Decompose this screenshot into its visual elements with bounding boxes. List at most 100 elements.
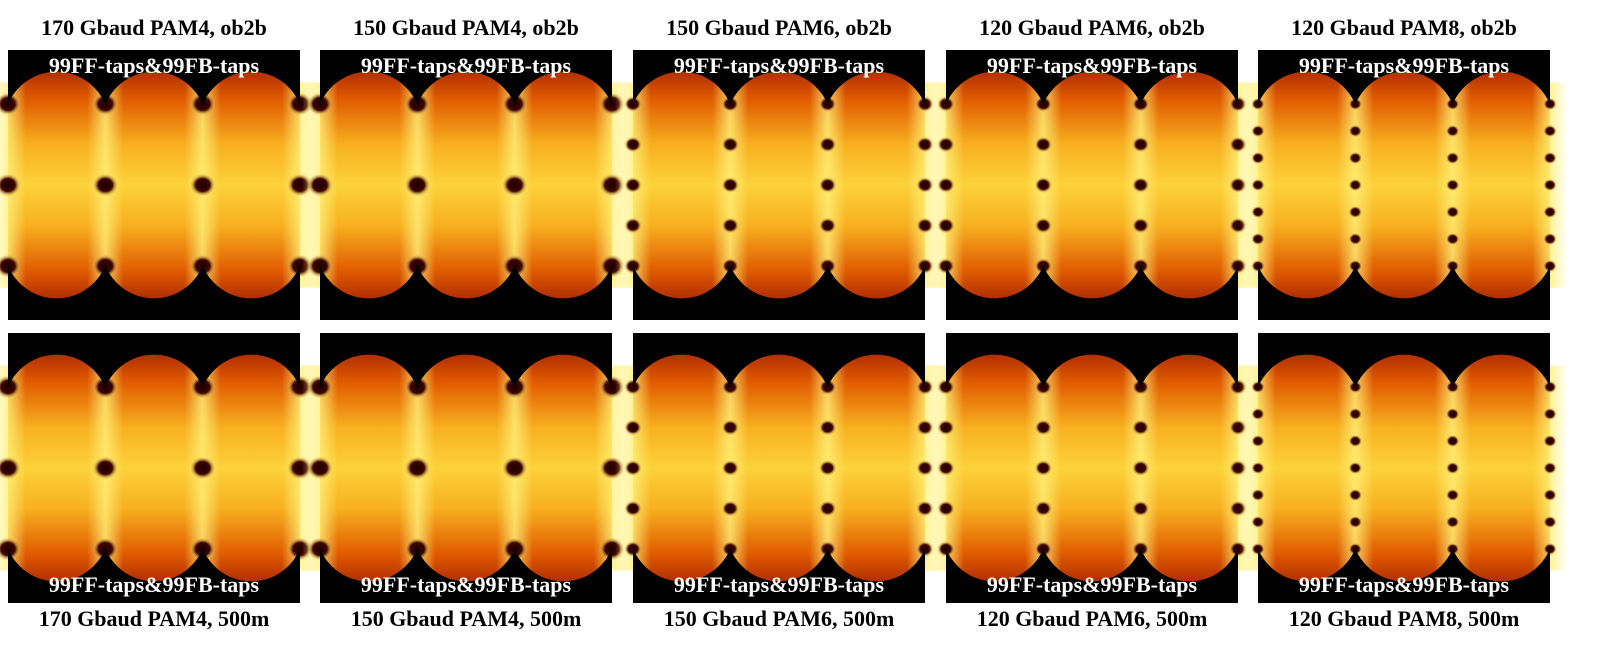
envelope-bottom <box>633 549 925 603</box>
panel-label: 99FF-taps&99FB-taps <box>674 572 885 597</box>
eye-opening <box>1445 515 1460 529</box>
eye-opening <box>818 136 837 153</box>
eye-opening <box>1543 151 1557 165</box>
eye-opening <box>1445 124 1460 138</box>
eye-opening <box>501 456 528 480</box>
envelope-top <box>946 333 1238 387</box>
eye-opening <box>1348 178 1363 192</box>
eye-opening <box>818 176 837 194</box>
eye-opening <box>721 419 740 436</box>
eye-diagram <box>302 50 630 320</box>
eye-opening <box>1034 217 1053 234</box>
eye-background <box>320 50 612 320</box>
envelope-top <box>633 333 925 387</box>
eye-opening <box>1251 461 1265 475</box>
eye-opening <box>1445 488 1460 502</box>
panel-label: 99FF-taps&99FB-taps <box>674 53 885 78</box>
envelope-top <box>8 333 300 387</box>
eye-opening <box>1348 205 1363 219</box>
eye-opening <box>307 456 333 480</box>
panel-title: 120 Gbaud PAM6, 500m <box>977 606 1208 631</box>
envelope-top <box>320 333 612 387</box>
eye-opening <box>937 500 955 517</box>
panel-title: 150 Gbaud PAM4, ob2b <box>353 15 579 40</box>
envelope-top <box>1258 50 1550 104</box>
envelope-top <box>946 50 1238 104</box>
envelope-top <box>320 50 612 104</box>
eye-opening <box>937 419 955 436</box>
eye-opening <box>624 419 642 436</box>
eye-background <box>633 333 925 603</box>
eye-diagram <box>0 50 318 320</box>
panel-label: 99FF-taps&99FB-taps <box>1299 53 1510 78</box>
eye-opening <box>818 500 837 517</box>
eye-opening <box>307 173 333 197</box>
eye-opening <box>189 456 216 480</box>
eye-opening <box>1348 434 1363 448</box>
panel-title: 150 Gbaud PAM6, 500m <box>664 606 895 631</box>
eye-opening <box>721 176 740 194</box>
eye-opening <box>0 92 21 116</box>
eye-opening <box>624 176 642 194</box>
eye-opening <box>1251 124 1265 138</box>
panel-label: 99FF-taps&99FB-taps <box>1299 572 1510 597</box>
eye-opening <box>1348 515 1363 529</box>
eye-opening <box>1543 124 1557 138</box>
envelope-bottom <box>946 266 1238 320</box>
envelope-bottom <box>946 549 1238 603</box>
envelope-bottom <box>320 266 612 320</box>
eye-background <box>8 50 300 320</box>
eye-opening <box>1543 205 1557 219</box>
panel-label: 99FF-taps&99FB-taps <box>49 53 260 78</box>
envelope-bottom <box>8 549 300 603</box>
eye-opening <box>624 217 642 234</box>
eye-background <box>633 50 925 320</box>
eye-opening <box>721 217 740 234</box>
envelope-top <box>8 50 300 104</box>
eye-opening <box>404 173 431 197</box>
eye-opening <box>1131 419 1150 436</box>
eye-opening <box>1445 407 1460 421</box>
eye-diagram <box>1240 333 1568 603</box>
eye-opening <box>937 459 955 477</box>
eye-opening <box>1034 459 1053 477</box>
eye-opening <box>189 173 216 197</box>
eye-opening <box>92 173 119 197</box>
panel-title: 150 Gbaud PAM4, 500m <box>351 606 582 631</box>
panel-title: 150 Gbaud PAM6, ob2b <box>666 15 892 40</box>
eye-opening <box>624 136 642 153</box>
eye-opening <box>1034 136 1053 153</box>
envelope-bottom <box>320 549 612 603</box>
eye-opening <box>1034 419 1053 436</box>
eye-opening <box>1348 151 1363 165</box>
eye-opening <box>1445 151 1460 165</box>
eye-background <box>1258 333 1550 603</box>
eye-opening <box>1543 178 1557 192</box>
eye-opening <box>1251 151 1265 165</box>
eye-opening <box>937 217 955 234</box>
eye-opening <box>1251 407 1265 421</box>
eye-opening <box>92 456 119 480</box>
panel-title: 170 Gbaud PAM4, ob2b <box>41 15 267 40</box>
panel-label: 99FF-taps&99FB-taps <box>987 53 1198 78</box>
envelope-bottom <box>1258 266 1550 320</box>
eye-opening <box>0 375 21 399</box>
eye-opening <box>1543 515 1557 529</box>
eye-background <box>8 333 300 603</box>
eye-opening <box>721 459 740 477</box>
eye-diagram <box>0 333 318 603</box>
eye-opening <box>0 537 21 561</box>
eye-opening <box>1251 205 1265 219</box>
envelope-bottom <box>1258 549 1550 603</box>
panel-title: 120 Gbaud PAM6, ob2b <box>979 15 1205 40</box>
eye-opening <box>1543 434 1557 448</box>
panel-label: 99FF-taps&99FB-taps <box>987 572 1198 597</box>
eye-opening <box>1131 217 1150 234</box>
eye-opening <box>818 459 837 477</box>
panel-label: 99FF-taps&99FB-taps <box>361 572 572 597</box>
eye-opening <box>1251 232 1265 246</box>
eye-opening <box>1445 461 1460 475</box>
eye-opening <box>501 173 528 197</box>
eye-opening <box>1445 232 1460 246</box>
